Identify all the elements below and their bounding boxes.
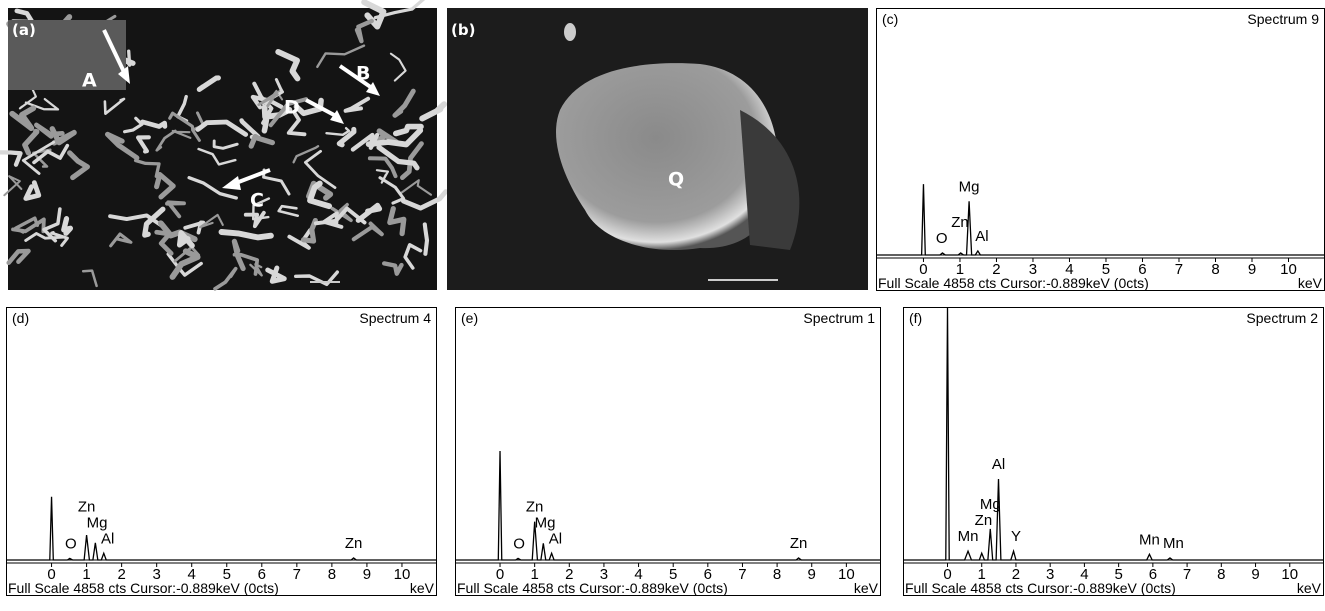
x-tick-label: 8: [1217, 566, 1225, 583]
peak-label: Mg: [535, 514, 556, 531]
x-tick-label: 5: [1114, 566, 1122, 583]
peak-label: O: [936, 230, 948, 247]
x-axis-label: keV: [1298, 275, 1323, 291]
x-tick-label: 7: [1175, 261, 1183, 278]
marker-label: C: [250, 190, 264, 212]
x-axis-label: keV: [1297, 580, 1322, 596]
peak-label: Mg: [959, 178, 980, 195]
sem-image-a: (a) A B C D: [0, 0, 446, 290]
peak-label: Zn: [951, 214, 969, 231]
spectrum-panel: (c)Spectrum 9Full Scale 4858 cts Cursor:…: [876, 9, 1325, 292]
phase-segment: [425, 224, 427, 253]
x-tick-label: 6: [1149, 566, 1157, 583]
spectrum-title: Spectrum 9: [1247, 11, 1319, 27]
x-tick-label: 4: [1080, 566, 1088, 583]
x-tick-label: 2: [992, 261, 1000, 278]
x-tick-label: 3: [153, 566, 161, 583]
x-tick-label: 8: [773, 566, 781, 583]
x-tick-label: 2: [565, 566, 573, 583]
spectrum-panel: (d)Spectrum 4Full Scale 4858 cts Cursor:…: [6, 308, 437, 597]
peak-label: Mn: [1163, 535, 1184, 552]
x-tick-label: 6: [704, 566, 712, 583]
panel-label: (f): [909, 310, 922, 326]
peak-label: Zn: [975, 512, 993, 529]
x-tick-label: 0: [496, 566, 504, 583]
peak-label: Zn: [78, 498, 96, 515]
x-tick-label: 3: [600, 566, 608, 583]
x-tick-label: 6: [1138, 261, 1146, 278]
x-tick-label: 5: [1102, 261, 1110, 278]
x-tick-label: 1: [978, 566, 986, 583]
marker-label: Q: [668, 169, 684, 191]
x-tick-label: 10: [1280, 261, 1297, 278]
phase-segment: [264, 114, 266, 131]
x-tick-label: 0: [47, 566, 55, 583]
figure: (a) A B C D (b) Q (c)Spectrum 9Full Scal…: [0, 0, 1325, 606]
x-axis-label: keV: [410, 580, 435, 596]
x-tick-label: 5: [669, 566, 677, 583]
x-tick-label: 1: [956, 261, 964, 278]
x-tick-label: 5: [223, 566, 231, 583]
x-tick-label: 10: [1281, 566, 1298, 583]
spectrum-title: Spectrum 4: [359, 310, 431, 326]
x-tick-label: 1: [82, 566, 90, 583]
spectrum-panel: (e)Spectrum 1Full Scale 4858 cts Cursor:…: [455, 308, 881, 597]
peak-label: Al: [992, 456, 1005, 473]
x-tick-label: 9: [1248, 261, 1256, 278]
peak-label: Y: [1011, 528, 1021, 545]
x-tick-label: 0: [919, 261, 927, 278]
panel-label: (a): [12, 21, 36, 39]
peak-label: Mg: [980, 496, 1001, 513]
peak-label: Mn: [958, 528, 979, 545]
panel-label: (e): [461, 310, 478, 326]
x-tick-label: 1: [530, 566, 538, 583]
x-tick-label: 0: [943, 566, 951, 583]
panel-label: (b): [451, 21, 475, 39]
marker-label: D: [284, 97, 300, 119]
peak-label: Al: [549, 530, 562, 547]
x-tick-label: 10: [394, 566, 411, 583]
x-tick-label: 9: [363, 566, 371, 583]
x-tick-label: 9: [1251, 566, 1259, 583]
sem-image-b: (b) Q: [447, 8, 868, 290]
marker-label: A: [82, 70, 97, 92]
x-tick-label: 8: [1211, 261, 1219, 278]
x-tick-label: 10: [838, 566, 855, 583]
panel-frame: [904, 308, 1324, 596]
x-tick-label: 4: [188, 566, 196, 583]
x-tick-label: 8: [328, 566, 336, 583]
x-tick-label: 7: [293, 566, 301, 583]
peak-label: Mg: [87, 514, 108, 531]
speck: [564, 23, 576, 41]
peak-label: Mn: [1139, 531, 1160, 548]
peak-label: O: [513, 535, 525, 552]
x-tick-label: 4: [634, 566, 642, 583]
x-tick-label: 2: [1012, 566, 1020, 583]
peak-label: O: [65, 535, 77, 552]
x-tick-label: 7: [738, 566, 746, 583]
x-tick-label: 3: [1029, 261, 1037, 278]
x-tick-label: 6: [258, 566, 266, 583]
spectrum-title: Spectrum 1: [803, 310, 875, 326]
peak-label: Al: [975, 228, 988, 245]
x-tick-label: 4: [1065, 261, 1073, 278]
x-tick-label: 9: [808, 566, 816, 583]
panel-label: (c): [882, 11, 898, 27]
spectrum-line: [903, 308, 1324, 560]
panel-frame: [877, 9, 1325, 291]
x-tick-label: 2: [117, 566, 125, 583]
x-axis-label: keV: [854, 580, 879, 596]
x-tick-label: 7: [1183, 566, 1191, 583]
peak-label: Zn: [345, 535, 363, 552]
peak-label: Zn: [790, 535, 808, 552]
spectrum-title: Spectrum 2: [1246, 310, 1318, 326]
peak-label: Al: [101, 530, 114, 547]
x-tick-label: 3: [1046, 566, 1054, 583]
panel-label: (d): [12, 310, 29, 326]
peak-label: Zn: [526, 499, 544, 516]
